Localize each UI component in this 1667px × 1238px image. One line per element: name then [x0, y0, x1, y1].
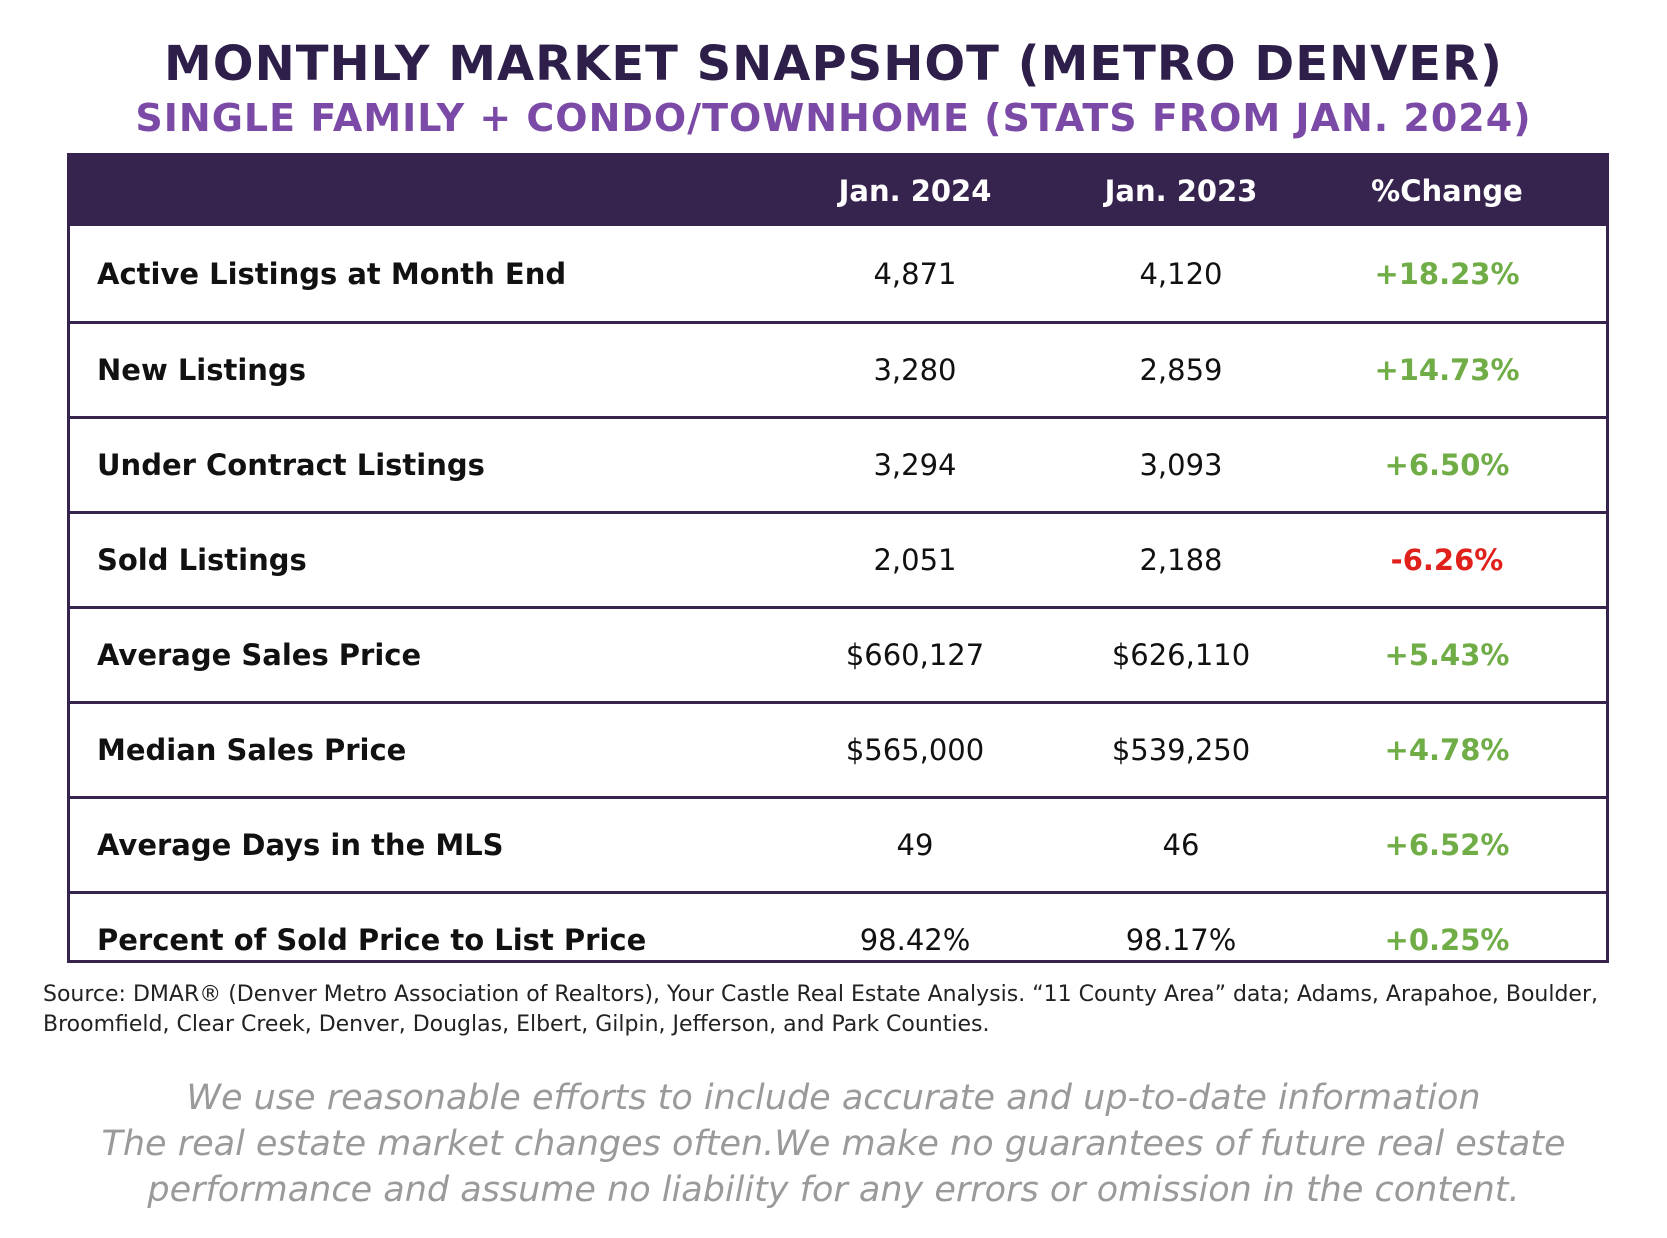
- value-jan-2023: 2,188: [1139, 543, 1223, 577]
- source-note: Source: DMAR® (Denver Metro Association …: [43, 982, 1599, 1037]
- table-body: Active Listings at Month End 4,871 4,120 +1…: [70, 226, 1606, 986]
- value-jan-2024: 3,280: [873, 353, 957, 387]
- row-label: Average Days in the MLS: [97, 828, 504, 862]
- percent-change: +6.52%: [1384, 828, 1510, 862]
- page-title: MONTHLY MARKET SNAPSHOT (METRO DENVER): [164, 36, 1503, 92]
- disclaimer: We use reasonable efforts to include acc…: [0, 1075, 1667, 1213]
- value-jan-2023: 3,093: [1139, 448, 1223, 482]
- disclaimer-line: performance and assume no liability for …: [147, 1170, 1520, 1210]
- percent-change: +5.43%: [1384, 638, 1510, 672]
- percent-change: +18.23%: [1374, 256, 1520, 291]
- value-jan-2024: $660,127: [845, 638, 985, 672]
- value-jan-2023: 2,859: [1139, 353, 1223, 387]
- value-jan-2024: 2,051: [873, 543, 957, 577]
- table-row: Active Listings at Month End 4,871 4,120 +1…: [70, 226, 1606, 321]
- value-jan-2023: $539,250: [1111, 733, 1251, 767]
- value-jan-2024: 3,294: [873, 448, 957, 482]
- percent-change: +4.78%: [1384, 733, 1510, 767]
- table-row: Sold Listings 2,051 2,188 -6.26%: [70, 511, 1606, 606]
- value-jan-2024: 4,871: [873, 256, 957, 291]
- value-jan-2023: $626,110: [1111, 638, 1251, 672]
- value-jan-2023: 4,120: [1139, 256, 1223, 291]
- table-row: Under Contract Listings 3,294 3,093 +6.50%: [70, 416, 1606, 511]
- column-header-jan-2024: Jan. 2024: [838, 174, 992, 208]
- value-jan-2024: 49: [896, 828, 934, 862]
- row-label: Active Listings at Month End: [97, 256, 567, 291]
- row-label: Median Sales Price: [97, 733, 407, 767]
- percent-change: +14.73%: [1374, 353, 1520, 387]
- percent-change: +6.50%: [1384, 448, 1510, 482]
- percent-change: -6.26%: [1390, 543, 1504, 577]
- table-row: Median Sales Price $565,000 $539,250 +4.78%: [70, 701, 1606, 796]
- column-header-jan-2023: Jan. 2023: [1104, 174, 1258, 208]
- table-row: New Listings 3,280 2,859 +14.73%: [70, 321, 1606, 416]
- row-label: New Listings: [97, 353, 306, 387]
- row-label: Percent of Sold Price to List Price: [97, 923, 647, 957]
- value-jan-2023: 98.17%: [1125, 923, 1237, 957]
- value-jan-2024: $565,000: [845, 733, 985, 767]
- row-label: Average Sales Price: [97, 638, 422, 672]
- market-snapshot-table: Jan. 2024 Jan. 2023 %Change Active Listi…: [67, 153, 1609, 963]
- table-row: Average Sales Price $660,127 $626,110 +5.43…: [70, 606, 1606, 701]
- value-jan-2023: 46: [1162, 828, 1200, 862]
- page-subtitle: SINGLE FAMILY + CONDO/TOWNHOME (STATS FR…: [135, 96, 1532, 140]
- percent-change: +0.25%: [1384, 923, 1510, 957]
- disclaimer-line: The real estate market changes often.We …: [101, 1124, 1566, 1164]
- column-header-change: %Change: [1371, 174, 1523, 208]
- disclaimer-line: We use reasonable efforts to include acc…: [186, 1078, 1481, 1118]
- value-jan-2024: 98.42%: [859, 923, 971, 957]
- table-row: Average Days in the MLS 49 46 +6.52%: [70, 796, 1606, 891]
- row-label: Sold Listings: [97, 543, 307, 577]
- table-header: Jan. 2024 Jan. 2023 %Change: [70, 156, 1606, 226]
- row-label: Under Contract Listings: [97, 448, 485, 482]
- table-row: Percent of Sold Price to List Price 98.42…: [70, 891, 1606, 986]
